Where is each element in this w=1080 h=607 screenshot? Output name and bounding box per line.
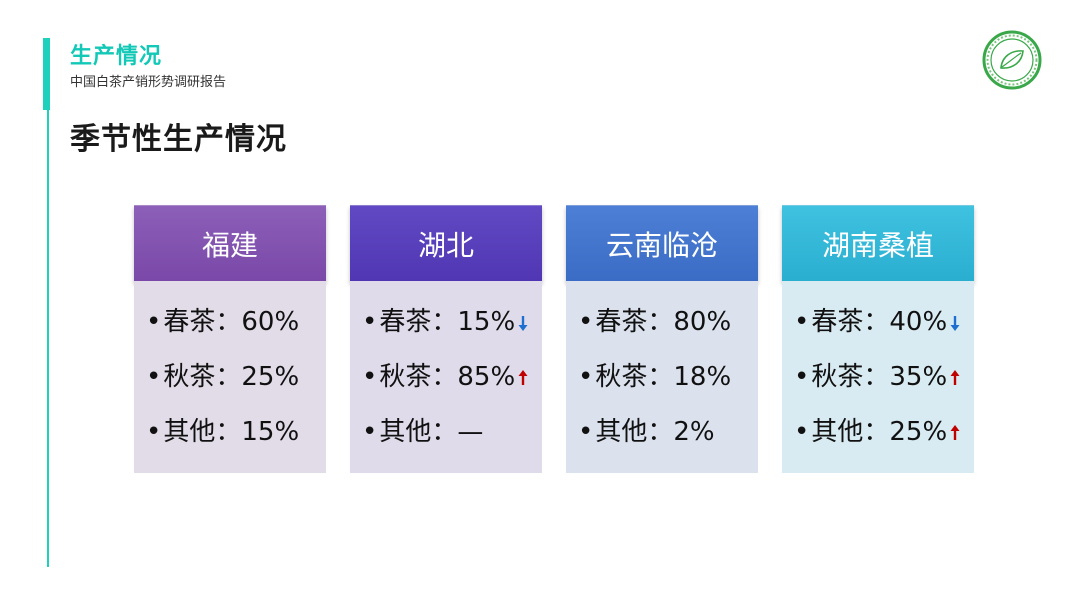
item-value: 25% [241, 362, 300, 392]
item-label: 其他 [163, 417, 216, 447]
page-title: 季节性生产情况 [70, 122, 287, 157]
list-item: • 春茶 ： 15% [350, 295, 542, 350]
item-separator: ： [863, 362, 890, 392]
region-cards: 福建 • 春茶 ： 60% • 秋茶 ： 25% • 其他 ： [134, 205, 974, 473]
accent-line [47, 110, 49, 567]
item-separator: ： [863, 417, 890, 447]
item-separator: ： [215, 417, 242, 447]
bullet: • [794, 417, 810, 447]
list-item: • 其他 ： 25% [782, 405, 974, 460]
item-value: 60% [241, 307, 300, 337]
item-value: 80% [673, 307, 732, 337]
item-value: 85% [457, 362, 516, 392]
item-label: 春茶 [811, 307, 864, 337]
item-separator: ： [215, 307, 242, 337]
bullet: • [578, 417, 594, 447]
item-separator: ： [215, 362, 242, 392]
list-item: • 春茶 ： 40% [782, 295, 974, 350]
bullet: • [362, 417, 378, 447]
arrow-down-icon [518, 315, 528, 331]
card-fujian: 福建 • 春茶 ： 60% • 秋茶 ： 25% • 其他 ： [134, 205, 326, 473]
item-label: 其他 [595, 417, 648, 447]
list-item: • 秋茶 ： 35% [782, 350, 974, 405]
item-separator: ： [431, 307, 458, 337]
arrow-up-icon [950, 369, 960, 385]
tea-leaf-logo-icon [982, 30, 1042, 90]
card-body: • 春茶 ： 40% • 秋茶 ： 35% [782, 281, 974, 473]
bullet: • [578, 307, 594, 337]
bullet: • [146, 307, 162, 337]
card-header: 湖北 [350, 205, 542, 282]
item-value: 18% [673, 362, 732, 392]
list-item: • 其他 ： 15% [134, 405, 326, 460]
list-item: • 秋茶 ： 85% [350, 350, 542, 405]
list-item: • 春茶 ： 60% [134, 295, 326, 350]
card-hubei: 湖北 • 春茶 ： 15% • 秋茶 ： 85% [350, 205, 542, 473]
card-header: 云南临沧 [566, 205, 758, 282]
item-label: 秋茶 [163, 362, 216, 392]
bullet: • [146, 362, 162, 392]
item-separator: ： [647, 417, 674, 447]
list-item: • 其他 ： 2% [566, 405, 758, 460]
card-header: 湖南桑植 [782, 205, 974, 282]
card-hunan-sangzhi: 湖南桑植 • 春茶 ： 40% • 秋茶 ： 35% [782, 205, 974, 473]
arrow-down-icon [950, 315, 960, 331]
section-title: 生产情况 [70, 44, 163, 69]
bullet: • [794, 362, 810, 392]
item-value: 40% [889, 307, 948, 337]
accent-bar [43, 38, 50, 110]
card-body: • 春茶 ： 80% • 秋茶 ： 18% • 其他 ： 2% [566, 281, 758, 473]
card-header: 福建 [134, 205, 326, 282]
bullet: • [578, 362, 594, 392]
arrow-up-icon [518, 369, 528, 385]
list-item: • 秋茶 ： 25% [134, 350, 326, 405]
item-value: — [457, 417, 484, 447]
item-value: 2% [673, 417, 715, 447]
card-body: • 春茶 ： 60% • 秋茶 ： 25% • 其他 ： 15% [134, 281, 326, 473]
report-subtitle: 中国白茶产销形势调研报告 [70, 75, 227, 90]
item-value: 15% [457, 307, 516, 337]
item-separator: ： [647, 307, 674, 337]
bullet: • [146, 417, 162, 447]
item-separator: ： [431, 417, 458, 447]
item-separator: ： [647, 362, 674, 392]
item-label: 其他 [811, 417, 864, 447]
item-label: 其他 [379, 417, 432, 447]
item-separator: ： [431, 362, 458, 392]
item-value: 25% [889, 417, 948, 447]
arrow-up-icon [950, 424, 960, 440]
item-label: 秋茶 [379, 362, 432, 392]
list-item: • 其他 ： — [350, 405, 542, 460]
card-yunnan-lincang: 云南临沧 • 春茶 ： 80% • 秋茶 ： 18% • 其他 ： [566, 205, 758, 473]
item-label: 春茶 [163, 307, 216, 337]
item-label: 春茶 [595, 307, 648, 337]
list-item: • 春茶 ： 80% [566, 295, 758, 350]
item-separator: ： [863, 307, 890, 337]
item-label: 秋茶 [811, 362, 864, 392]
item-value: 15% [241, 417, 300, 447]
list-item: • 秋茶 ： 18% [566, 350, 758, 405]
bullet: • [362, 307, 378, 337]
bullet: • [794, 307, 810, 337]
bullet: • [362, 362, 378, 392]
card-body: • 春茶 ： 15% • 秋茶 ： 85% [350, 281, 542, 473]
item-value: 35% [889, 362, 948, 392]
item-label: 春茶 [379, 307, 432, 337]
item-label: 秋茶 [595, 362, 648, 392]
